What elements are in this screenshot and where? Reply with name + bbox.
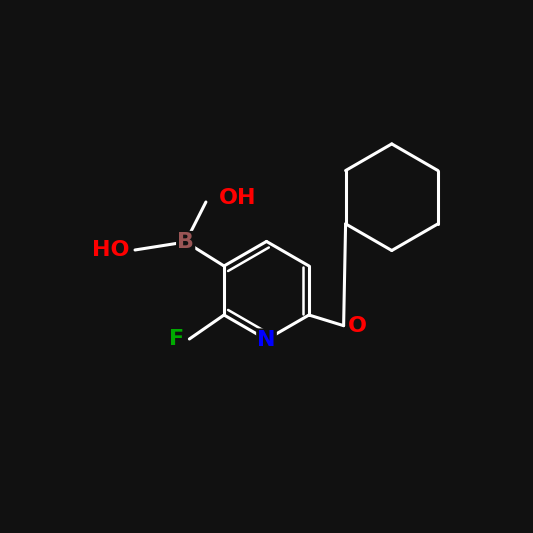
- Text: HO: HO: [92, 240, 130, 260]
- Text: B: B: [177, 232, 194, 252]
- Text: F: F: [169, 329, 184, 349]
- Text: OH: OH: [219, 188, 257, 208]
- Text: N: N: [257, 329, 276, 350]
- Text: O: O: [348, 316, 367, 336]
